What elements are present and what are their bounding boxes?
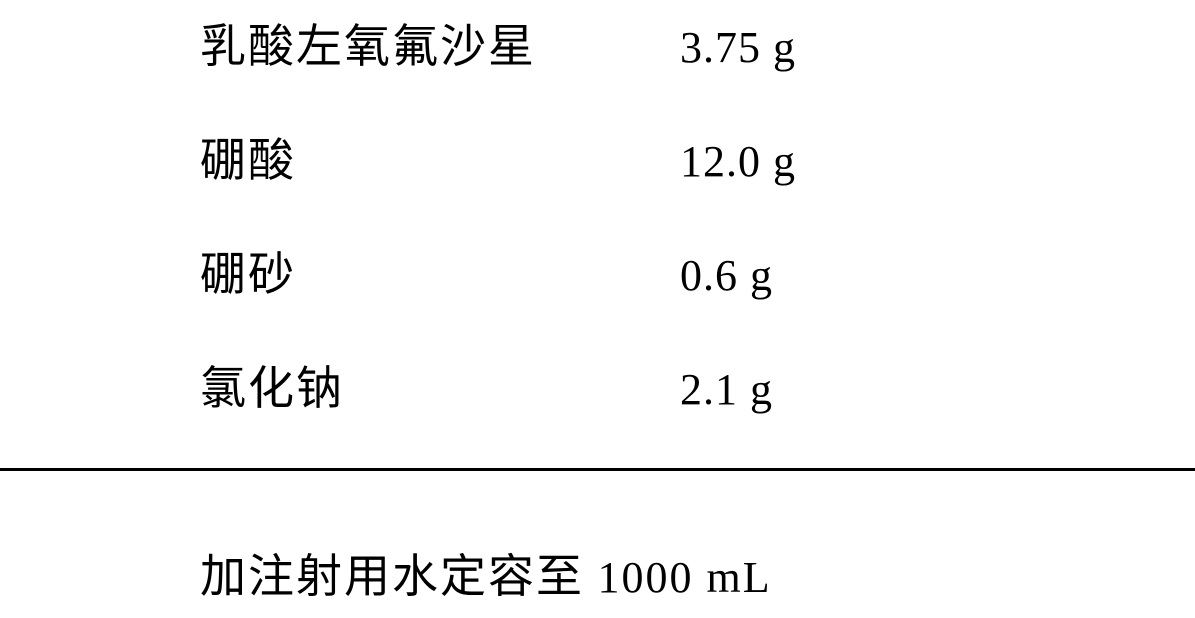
row-gap	[0, 304, 1195, 352]
ingredient-name: 硼砂	[200, 238, 680, 304]
formulation-table: 乳酸左氧氟沙星 3.75 g 硼酸 12.0 g 硼砂 0.6 g 氯化钠 2.…	[0, 0, 1195, 618]
ingredient-row: 硼酸 12.0 g	[200, 124, 1195, 190]
ingredient-amount: 2.1 g	[680, 364, 773, 415]
ingredient-name: 硼酸	[200, 124, 680, 190]
row-gap	[0, 190, 1195, 238]
row-gap	[0, 76, 1195, 124]
ingredient-amount: 0.6 g	[680, 250, 773, 301]
ingredient-name: 乳酸左氧氟沙星	[200, 10, 680, 76]
ingredient-amount: 12.0 g	[680, 136, 796, 187]
footer-text: 加注射用水定容至	[200, 551, 598, 602]
ingredient-name: 氯化钠	[200, 352, 680, 418]
ingredient-row: 氯化钠 2.1 g	[200, 352, 1195, 418]
footer-line: 加注射用水定容至 1000 mL	[200, 540, 772, 606]
ingredient-row: 硼砂 0.6 g	[200, 238, 1195, 304]
footer-value: 1000 mL	[598, 553, 772, 602]
ingredient-amount: 3.75 g	[680, 22, 796, 73]
section-divider	[0, 468, 1195, 471]
ingredient-row: 乳酸左氧氟沙星 3.75 g	[200, 10, 1195, 76]
